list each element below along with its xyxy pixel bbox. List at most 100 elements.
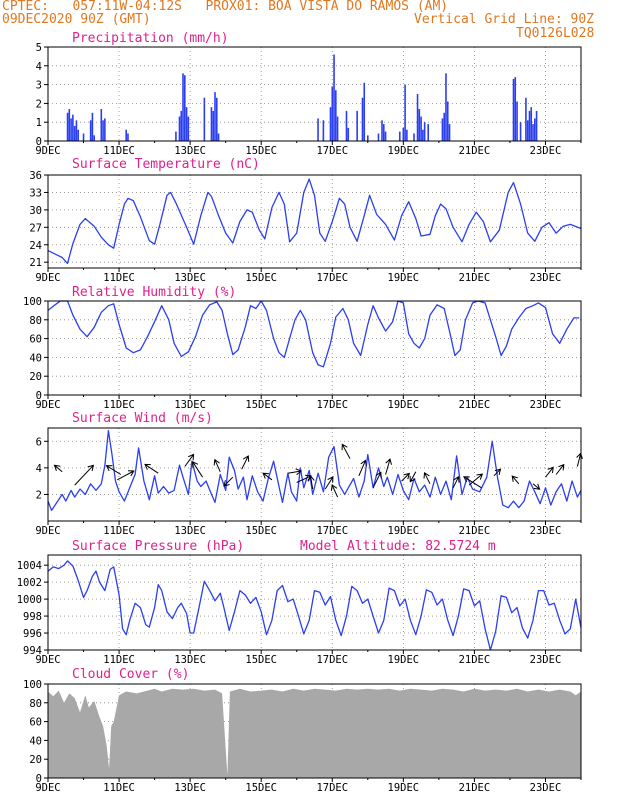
y-tick-label: 0 [36,136,42,148]
y-tick-label: 21 [29,257,42,269]
panel-frame [47,554,582,651]
wind-arrow [358,459,367,476]
y-tick-label: 100 [23,679,42,691]
x-tick-label: 9DEC [35,525,60,537]
x-tick-label: 21DEC [459,399,491,411]
y-tick-label: 4 [36,463,42,475]
precip-bar [210,107,213,141]
y-tick-label: 24 [29,240,42,252]
wind-arrow [511,475,520,485]
wind-arrow [385,458,392,475]
x-tick-label: 13DEC [174,399,206,411]
x-tick-label: 21DEC [459,145,491,157]
grid [47,555,581,650]
panel-title: Surface Wind (m/s) [72,411,213,426]
precip-bar [75,120,78,141]
wind-arrow [341,443,351,459]
x-tick-label: 23DEC [530,654,562,666]
wind-arrow [241,455,250,470]
wind-arrow [223,476,234,487]
precip-bar [102,120,104,141]
precip-bar [89,120,92,141]
wind-arrow [117,470,135,481]
precip-bar [322,120,325,141]
x-tick-label: 11DEC [103,399,135,411]
panel-temp: Surface Temperature (nC) 21 24 27 30 33 36 9DEC… [29,157,582,284]
precip-bar [526,120,529,141]
header-date: 09DEC2020 90Z (GMT) [2,12,151,27]
wind-arrow [307,474,315,490]
x-tick-label: 19DEC [388,525,420,537]
precip-bar [70,118,72,141]
grid [47,47,581,141]
y-tick-label: 998 [23,611,42,623]
precip-bar [367,135,369,141]
y-tick-label: 27 [29,222,42,234]
temp-series-line [47,178,582,265]
wind-arrow [493,468,502,477]
panel-title: Surface Pressure (hPa) [72,539,244,554]
precip-bar [178,116,181,141]
precip-bar [519,122,522,141]
precip-bar [423,122,426,141]
precip-bar [384,131,387,141]
precip-bar [182,73,184,141]
x-tick-label: 11DEC [103,525,135,537]
wind-arrow [287,468,303,476]
precip-bar [125,129,127,141]
y-tick-label: 1000 [17,594,42,606]
x-tick-label: 21DEC [459,654,491,666]
precip-bar [377,133,380,141]
x-tick-label: 9DEC [35,782,60,794]
x-tick-label: 15DEC [245,145,277,157]
precip-bar [512,78,515,141]
y-tick-label: 100 [23,296,42,308]
precip-bar [77,129,80,141]
panel-precip: Precipitation (mm/h) 0 1 2 3 4 5 9DEC 11DEC 13DEC… [35,31,582,157]
wind-arrow [532,483,541,490]
y-tick-label: 30 [29,205,42,217]
wind-arrow [409,471,417,483]
y-tick-label: 996 [23,628,42,640]
wind-arrow [423,471,431,485]
precip-bar [335,90,337,141]
panel-cloud: Cloud Cover (%) 0 20 40 60 80 100 9DEC 11DEC 13DE… [23,667,582,794]
precip-bar [72,114,74,141]
x-tick-label: 9DEC [35,272,60,284]
wind-arrow [468,473,484,486]
precip-bar [217,133,220,141]
precip-bar [406,129,408,141]
header-model: TQ0126L028 [516,26,595,41]
precip-bar [82,133,85,141]
y-tick-label: 0 [36,773,42,785]
cloud-area [48,688,581,778]
precip-bar [534,118,536,141]
x-tick-label: 21DEC [459,782,491,794]
precip-bar [443,112,445,141]
x-tick-label: 13DEC [174,525,206,537]
wind-arrow [74,464,95,486]
wind-arrow [463,476,482,489]
panel-wind: Surface Wind (m/s) 2 4 6 9DEC 11DEC 13DEC 15DEC… [35,411,583,537]
y-tick-label: 80 [29,315,42,327]
y-tick-label: 6 [36,436,42,448]
x-tick-label: 13DEC [174,654,206,666]
x-tick-label: 9DEC [35,654,60,666]
wind-arrow [401,472,411,482]
precip-bar [398,131,401,141]
panel-frame [47,683,582,779]
panel-frame [47,174,582,269]
precip-bar [532,124,534,141]
precip-bar [331,86,334,141]
precip-bar [382,124,385,141]
precip-bar [402,127,405,141]
wind-arrow [53,464,63,473]
y-tick-label: 20 [29,371,42,383]
precip-bar [185,107,188,141]
wind-series-line [47,430,582,512]
precip-bar [427,124,430,141]
precip-bar [528,110,531,141]
x-tick-label: 13DEC [174,782,206,794]
precip-bar [91,112,94,141]
